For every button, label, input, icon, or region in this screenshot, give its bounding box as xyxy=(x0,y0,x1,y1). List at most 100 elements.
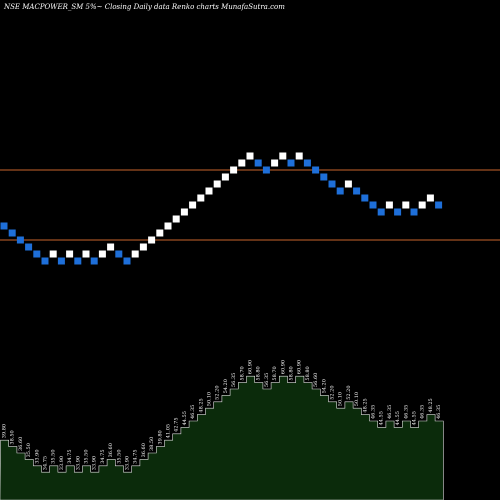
renko-brick xyxy=(172,215,180,223)
volume-label: 42.75 xyxy=(174,417,180,431)
volume-label: 39.80 xyxy=(2,424,8,438)
renko-brick xyxy=(377,208,385,216)
volume-label: 35.50 xyxy=(51,449,57,463)
volume-label: 58.80 xyxy=(256,366,262,380)
renko-brick xyxy=(230,166,238,174)
volume-label: 54.20 xyxy=(223,379,229,393)
volume-label: 58.80 xyxy=(289,366,295,380)
volume-area-fill xyxy=(0,375,444,500)
volume-label: 50.10 xyxy=(338,392,344,406)
renko-brick xyxy=(156,229,164,237)
chart-title: NSE MACPOWER_SM 5%~ Closing Daily data R… xyxy=(3,3,285,11)
volume-label: 36.60 xyxy=(108,443,114,457)
renko-brick xyxy=(131,250,139,258)
renko-brick xyxy=(189,201,197,209)
renko-brick xyxy=(312,166,320,174)
volume-label: 35.50 xyxy=(26,443,32,457)
volume-label: 34.75 xyxy=(133,449,139,463)
renko-brick xyxy=(287,159,295,167)
renko-brick xyxy=(90,257,98,265)
volume-label: 52.20 xyxy=(215,385,221,399)
renko-brick xyxy=(435,201,443,209)
volume-label: 38.50 xyxy=(149,437,155,451)
renko-brick xyxy=(25,243,33,251)
volume-label: 46.35 xyxy=(436,405,442,419)
renko-brick xyxy=(0,222,8,230)
renko-brick xyxy=(74,257,82,265)
renko-brick xyxy=(8,229,16,237)
renko-brick xyxy=(164,222,172,230)
renko-brick xyxy=(320,173,328,181)
renko-brick xyxy=(123,257,131,265)
renko-brick xyxy=(221,173,229,181)
volume-label: 58.70 xyxy=(272,366,278,380)
volume-label: 56.35 xyxy=(264,373,270,387)
volume-label: 50.10 xyxy=(207,392,213,406)
volume-label: 58.70 xyxy=(239,366,245,380)
volume-label: 46.35 xyxy=(420,405,426,419)
renko-brick xyxy=(254,159,262,167)
volume-label: 33.90 xyxy=(92,456,98,470)
volume-label: 44.55 xyxy=(395,411,401,425)
renko-brick xyxy=(98,250,106,258)
volume-label: 48.25 xyxy=(198,398,204,412)
volume-label: 54.20 xyxy=(321,379,327,393)
volume-label: 41.05 xyxy=(166,424,172,438)
volume-labels: 39.80 38.50 36.60 35.50 33.90 34.75 35.50 33.90… xyxy=(2,360,443,470)
volume-label: 46.35 xyxy=(371,405,377,419)
volume-label: 33.90 xyxy=(34,449,40,463)
renko-bricks xyxy=(0,152,443,265)
renko-brick xyxy=(49,250,57,258)
volume-label: 44.55 xyxy=(379,411,385,425)
renko-brick xyxy=(33,250,41,258)
volume-label: 48.25 xyxy=(362,398,368,412)
renko-brick xyxy=(107,243,115,251)
renko-brick xyxy=(271,159,279,167)
renko-brick xyxy=(353,187,361,195)
renko-brick xyxy=(385,201,393,209)
volume-label: 33.90 xyxy=(59,456,65,470)
renko-brick xyxy=(148,236,156,244)
volume-label: 50.10 xyxy=(354,392,360,406)
volume-label: 52.20 xyxy=(346,385,352,399)
volume-label: 52.20 xyxy=(330,385,336,399)
volume-label: 44.55 xyxy=(412,411,418,425)
volume-label: 60.90 xyxy=(297,360,303,374)
renko-brick xyxy=(279,152,287,160)
renko-brick xyxy=(328,180,336,188)
renko-brick xyxy=(180,208,188,216)
volume-label: 36.60 xyxy=(18,437,24,451)
volume-label: 46.35 xyxy=(190,405,196,419)
volume-label: 44.55 xyxy=(182,411,188,425)
volume-label: 34.75 xyxy=(67,449,73,463)
volume-label: 35.50 xyxy=(116,449,122,463)
volume-label: 48.25 xyxy=(428,398,434,412)
renko-brick xyxy=(262,166,270,174)
renko-brick xyxy=(213,180,221,188)
renko-brick xyxy=(369,201,377,209)
renko-brick xyxy=(41,257,49,265)
volume-label: 46.35 xyxy=(403,405,409,419)
renko-brick xyxy=(426,194,434,202)
renko-brick xyxy=(394,208,402,216)
renko-brick xyxy=(205,187,213,195)
renko-brick xyxy=(418,201,426,209)
renko-brick xyxy=(115,250,123,258)
renko-brick xyxy=(57,257,65,265)
renko-brick xyxy=(303,159,311,167)
renko-brick xyxy=(139,243,147,251)
volume-label: 58.80 xyxy=(305,366,311,380)
volume-label: 60.90 xyxy=(280,360,286,374)
renko-brick xyxy=(16,236,24,244)
renko-brick xyxy=(238,159,246,167)
renko-brick xyxy=(361,194,369,202)
volume-label: 33.90 xyxy=(75,456,81,470)
price-levels xyxy=(0,169,500,241)
renko-brick xyxy=(410,208,418,216)
renko-brick xyxy=(66,250,74,258)
volume-label: 38.50 xyxy=(10,430,16,444)
volume-label: 33.90 xyxy=(125,456,131,470)
volume-label: 56.60 xyxy=(313,373,319,387)
renko-brick xyxy=(246,152,254,160)
